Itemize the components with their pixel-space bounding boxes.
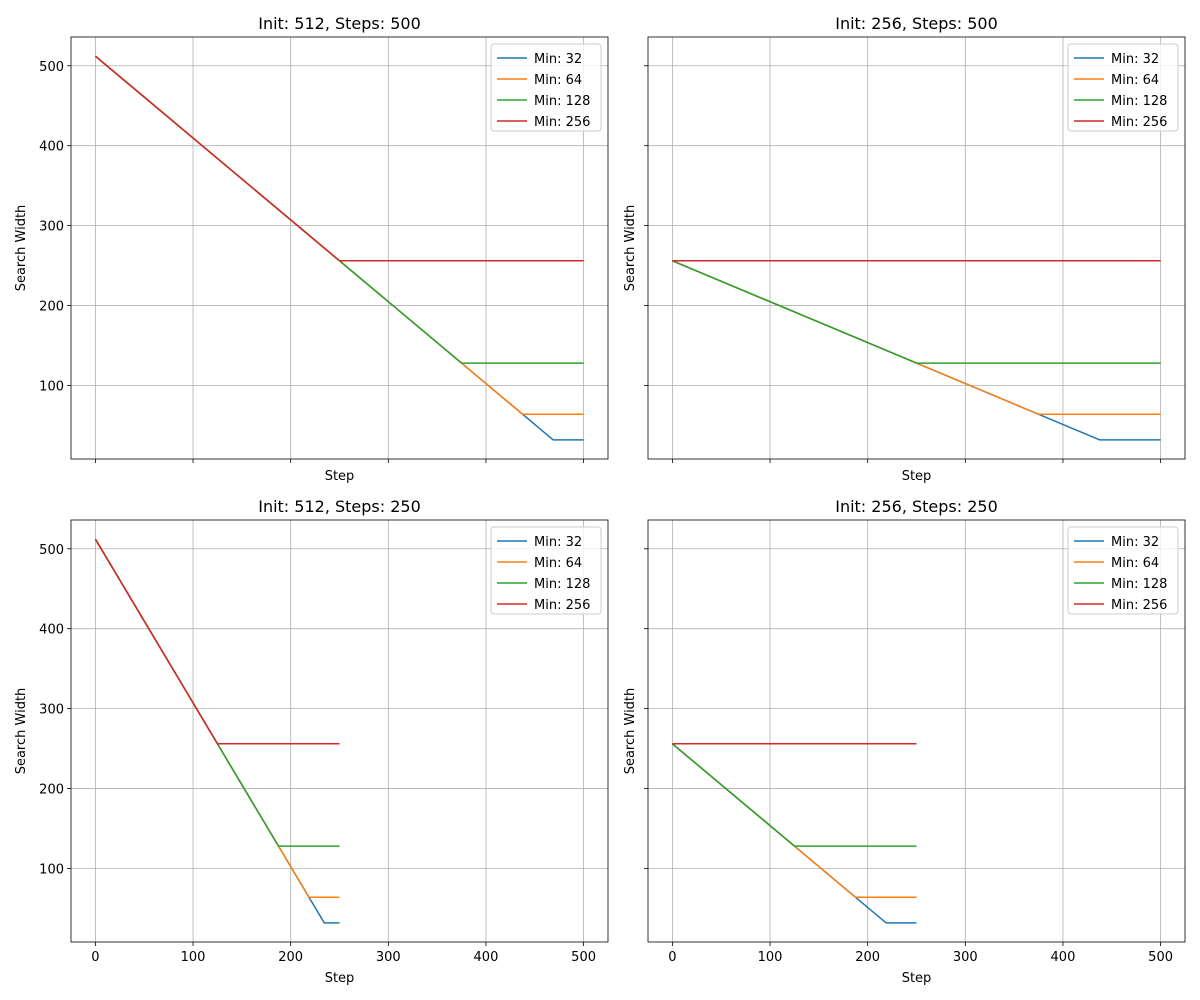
legend-label: Min: 256 [534,115,590,130]
y-tick-label: 300 [39,220,64,235]
legend-label: Min: 64 [1111,556,1159,571]
series-line-min-32 [94,538,340,924]
series-line-min-32 [672,260,1161,441]
x-axis-label: Step [325,971,355,986]
series-line-min-64 [671,743,917,898]
legend-label: Min: 256 [534,598,590,613]
x-tick-label: 300 [376,950,401,965]
x-tick-label: 400 [1051,950,1076,965]
subplot-2: Init: 256, Steps: 500 Step Search Width Min… [623,14,1186,484]
y-axis-label: Search Width [14,688,29,775]
legend-box [1067,43,1179,132]
legend-label: Min: 64 [1111,73,1159,88]
legend-label: Min: 32 [534,535,582,550]
series-line-min-128 [672,260,1161,364]
axes-frame [70,519,609,943]
y-tick-label: 400 [39,140,64,155]
legend-label: Min: 128 [1111,94,1167,109]
legend-label: Min: 32 [1111,52,1159,67]
series-line-min-128 [671,743,917,847]
x-tick-label: 100 [758,950,783,965]
series-line-min-32 [671,743,917,924]
x-tick-label: 300 [953,950,978,965]
series-line-min-64 [672,260,1161,415]
legend-label: Min: 256 [1111,115,1167,130]
subplot-title: Init: 512, Steps: 500 [258,14,421,33]
x-tick-label: 0 [668,950,676,965]
x-axis-label: Step [902,971,932,986]
series-line-min-64 [94,538,340,898]
x-tick-label: 400 [474,950,499,965]
x-tick-label: 500 [571,950,596,965]
y-tick-label: 100 [39,379,64,394]
axes-frame [647,519,1186,943]
legend: Min: 32 Min: 64 Min: 128 Min: 256 [1067,526,1179,615]
y-tick-label: 500 [39,60,64,75]
x-tick-label: 200 [855,950,880,965]
y-axis-label: Search Width [623,688,638,775]
subplot-title: Init: 512, Steps: 250 [258,497,421,516]
y-tick-label: 100 [39,862,64,877]
legend-label: Min: 256 [1111,598,1167,613]
legend-label: Min: 128 [534,94,590,109]
legend: Min: 32 Min: 64 Min: 128 Min: 256 [490,526,602,615]
subplot-title: Init: 256, Steps: 500 [835,14,998,33]
y-tick-label: 200 [39,300,64,315]
legend-box [490,526,602,615]
axes-frame [647,36,1186,460]
legend-label: Min: 128 [534,577,590,592]
axes-frame [70,36,609,460]
x-tick-label: 0 [91,950,99,965]
x-tick-label: 200 [278,950,303,965]
series-line-min-256 [94,55,584,262]
legend-label: Min: 64 [534,73,582,88]
legend: Min: 32 Min: 64 Min: 128 Min: 256 [1067,43,1179,132]
legend-label: Min: 128 [1111,577,1167,592]
y-axis-label: Search Width [623,205,638,292]
x-axis-label: Step [902,469,932,484]
y-tick-label: 400 [39,623,64,638]
subplot-title: Init: 256, Steps: 250 [835,497,998,516]
legend-box [490,43,602,132]
series-line-min-256 [94,538,340,745]
subplot-1: 100 200 300 400 500 Init: 512, Steps: 500 Step… [14,14,609,484]
legend: Min: 32 Min: 64 Min: 128 Min: 256 [490,43,602,132]
x-axis-label: Step [325,469,355,484]
x-tick-label: 100 [181,950,206,965]
y-tick-label: 500 [39,543,64,558]
legend-label: Min: 32 [534,52,582,67]
y-tick-label: 300 [39,703,64,718]
y-tick-label: 200 [39,783,64,798]
y-axis-label: Search Width [14,205,29,292]
subplot-3: 0 100 200 300 400 500 100 200 300 400 500 Init: 512… [14,497,609,986]
subplot-4: 0 100 200 300 400 500 Init: 256, Steps: 250 Ste… [623,497,1186,986]
x-tick-label: 500 [1148,950,1173,965]
legend-label: Min: 32 [1111,535,1159,550]
legend-box [1067,526,1179,615]
legend-label: Min: 64 [534,556,582,571]
series-line-min-128 [94,538,340,847]
